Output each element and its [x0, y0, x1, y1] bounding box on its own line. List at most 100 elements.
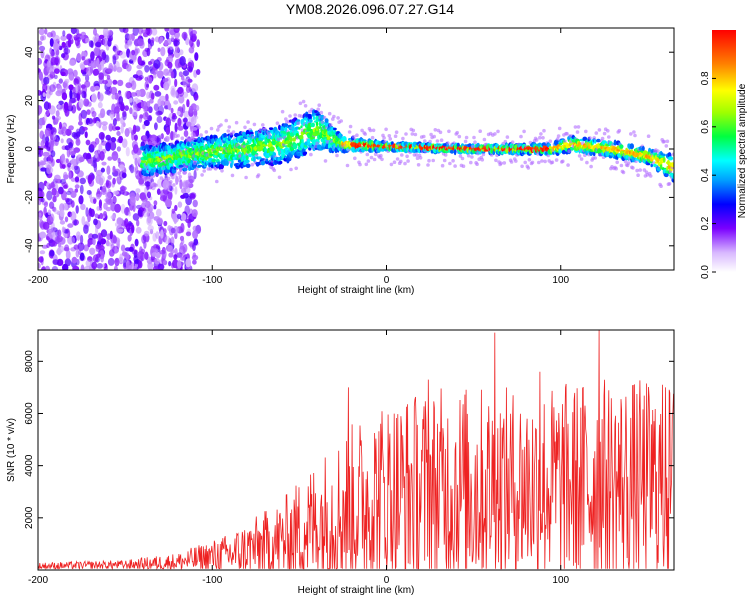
spectrogram-ridge-dot	[582, 136, 588, 141]
spectrogram-halo-dot	[514, 159, 518, 163]
spectrogram-noise-dot	[52, 241, 57, 247]
spectrogram-noise-dot	[155, 231, 160, 239]
snr-series-line	[38, 330, 674, 570]
spectrogram-noise-dot	[104, 90, 111, 95]
spectrogram-noise-dot	[86, 109, 91, 115]
spectrogram-halo-dot	[159, 176, 164, 180]
spectrogram-noise-dot	[73, 78, 79, 86]
spectrogram-halo-dot	[220, 169, 224, 173]
spectrogram-noise-dot	[192, 199, 198, 208]
spectrogram-halo-dot	[567, 149, 571, 154]
spectrogram-noise-dot	[157, 47, 161, 52]
spectrogram-halo-dot	[246, 120, 250, 124]
spectrogram-noise-dot	[131, 224, 135, 234]
spectrogram-halo-dot	[510, 140, 515, 144]
spectrogram-halo-dot	[231, 130, 236, 134]
spectrogram-noise-dot	[128, 34, 133, 41]
spectrogram-halo-dot	[180, 136, 185, 140]
spectrogram-halo-dot	[584, 129, 588, 134]
spectrogram-noise-dot	[50, 57, 58, 66]
ticks-bottom: -200 -100 0 100 2000 4000 6000 8000	[24, 330, 674, 586]
spectrogram-halo-dot	[423, 139, 427, 143]
spectrogram-halo-dot	[216, 128, 220, 132]
spectrogram-ridge-dot	[278, 124, 281, 131]
spectrogram-noise-dot	[72, 265, 80, 270]
spectrogram-noise-dot	[147, 38, 151, 44]
spectrogram-halo-dot	[548, 139, 553, 143]
spectrogram-halo-dot	[322, 115, 327, 120]
spectrogram-noise-dot	[80, 64, 85, 70]
spectrogram-ridge-dot	[312, 116, 316, 120]
spectrogram-noise-dot	[101, 51, 107, 61]
spectrogram-noise-dot	[49, 38, 54, 47]
spectrogram-noise-dot	[155, 110, 163, 116]
spectrogram-noise-dot	[151, 68, 158, 75]
spectrogram-noise-dot	[129, 196, 136, 206]
spectrogram-noise-dot	[46, 109, 50, 116]
spectrogram-halo-dot	[427, 158, 431, 163]
spectrogram-ridge-dot	[244, 159, 250, 164]
spectrogram-noise-dot	[154, 258, 160, 265]
spectrogram-noise-dot	[114, 203, 121, 213]
spectrogram-halo-dot	[360, 128, 364, 133]
spectrogram-noise-dot	[176, 213, 182, 220]
spectrogram-noise-dot	[70, 177, 76, 182]
spectrogram-noise-dot	[97, 101, 103, 109]
spectrogram-noise-dot	[50, 150, 56, 158]
spectrogram-noise-dot	[112, 245, 119, 254]
spectrogram-halo-dot	[284, 117, 288, 121]
spectrogram-noise-dot	[182, 103, 186, 114]
spectrogram-ridge-dot	[265, 160, 269, 165]
spectrogram-noise-dot	[134, 238, 139, 247]
spectrogram-noise-dot	[50, 213, 55, 223]
colorbar-label: Normalized spectral amplitude	[737, 83, 748, 218]
x-tick-label: 0	[384, 275, 390, 286]
colorbar: 0.0 0.2 0.4 0.6 0.8 Normalized spectral ampl…	[700, 30, 748, 279]
spectrogram-ridge-dot	[246, 150, 250, 154]
spectrogram-noise-dot	[80, 234, 84, 245]
spectrogram-halo-dot	[493, 132, 497, 136]
spectrogram-noise-dot	[38, 71, 44, 81]
spectrogram-ridge-dot	[278, 160, 283, 165]
spectrogram-noise-dot	[121, 251, 128, 257]
spectrogram-noise-dot	[80, 109, 88, 119]
spectrogram-halo-dot	[309, 152, 313, 157]
spectrogram-noise-dot	[168, 261, 172, 267]
spectrogram-noise-dot	[111, 151, 119, 161]
spectrogram-halo-dot	[539, 132, 543, 136]
spectrogram-ridge-dot	[260, 160, 266, 166]
spectrogram-noise-dot	[165, 198, 172, 208]
spectrogram-noise-dot	[63, 232, 68, 239]
spectrogram-halo-dot	[422, 134, 426, 139]
spectrogram-noise-dot	[183, 130, 189, 137]
spectrogram-noise-dot	[185, 231, 192, 237]
spectrogram-noise-dot	[124, 43, 129, 50]
spectrogram-noise-dot	[119, 28, 126, 33]
spectrogram-noise-dot	[174, 248, 178, 254]
spectrogram-noise-dot	[91, 110, 97, 118]
spectrogram-noise-dot	[43, 113, 48, 122]
spectrogram-noise-dot	[117, 79, 124, 87]
spectrogram-halo-dot	[178, 174, 182, 179]
spectrogram-noise-dot	[163, 260, 168, 266]
spectrogram-halo-dot	[623, 159, 628, 164]
spectrogram-noise-dot	[71, 236, 75, 244]
spectrogram-halo-dot	[416, 163, 421, 167]
spectrogram-dots	[38, 28, 674, 270]
spectrogram-noise-dot	[170, 227, 176, 234]
spectrogram-ridge-dot	[311, 122, 315, 128]
spectrogram-halo-dot	[158, 134, 163, 139]
spectrogram-halo-dot	[453, 164, 457, 168]
spectrogram-halo-dot	[451, 159, 455, 163]
y-tick-label: 20	[24, 95, 35, 107]
spectrogram-halo-dot	[370, 135, 375, 140]
spectrogram-noise-dot	[191, 209, 198, 218]
spectrogram-halo-dot	[171, 175, 175, 180]
spectrogram-halo-dot	[629, 132, 633, 136]
spectrogram-halo-dot	[621, 170, 626, 175]
spectrogram-halo-dot	[347, 130, 352, 134]
spectrogram-noise-dot	[103, 37, 108, 47]
spectrogram-ridge-dot	[268, 127, 274, 130]
spectrogram-noise-dot	[98, 92, 104, 102]
spectrogram-noise-dot	[157, 217, 163, 226]
